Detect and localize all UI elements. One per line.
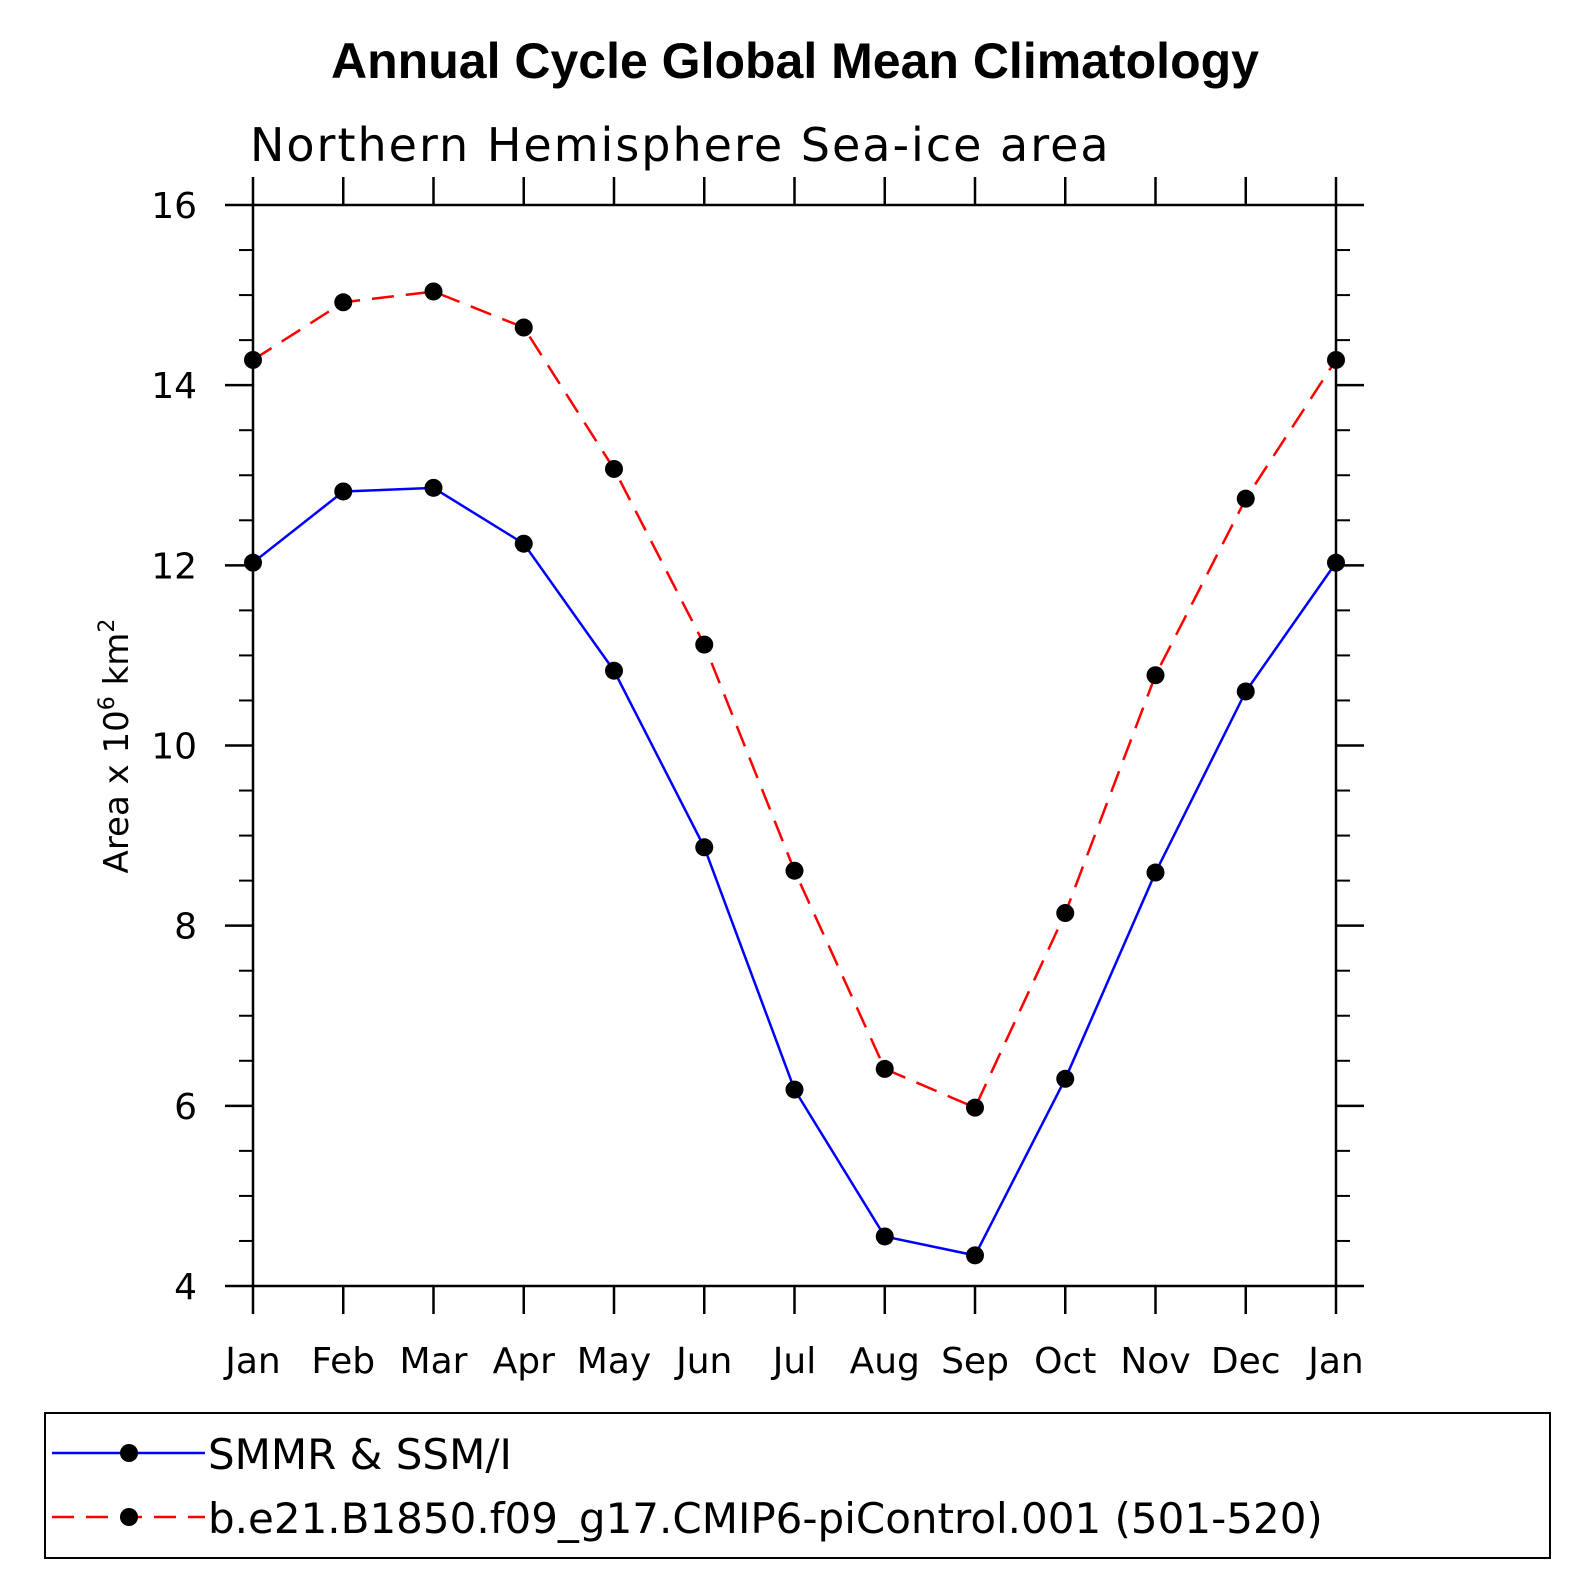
series-1-point — [695, 838, 714, 857]
x-tick-label: Aug — [850, 1341, 920, 1382]
series-2-point — [244, 350, 262, 369]
series-2-line — [252, 290, 1338, 1110]
x-tick-label: Jul — [771, 1341, 816, 1382]
y-tick-label: 8 — [174, 907, 197, 948]
x-tick-label: Jun — [674, 1341, 732, 1382]
series-2-point — [1236, 489, 1255, 508]
x-tick-label: Mar — [400, 1341, 468, 1382]
series-2-point — [424, 282, 443, 301]
x-tick-label: May — [577, 1341, 651, 1382]
y-axis-label-prefix: Area x 10 — [97, 710, 137, 873]
series-layer — [244, 282, 1345, 1265]
series-2-point — [334, 293, 353, 312]
y-tick-label: 10 — [151, 727, 197, 768]
series-2-point — [966, 1098, 984, 1117]
x-tick-label: Jan — [223, 1341, 281, 1382]
axis-ticks — [225, 177, 1364, 1314]
series-1-point — [334, 482, 353, 501]
y-tick-label: 4 — [174, 1267, 197, 1308]
legend-box — [44, 1412, 1551, 1559]
series-1-point — [514, 534, 533, 553]
series-2-point — [1056, 904, 1075, 923]
series-1-point — [1236, 682, 1255, 701]
chart-subtitle: Northern Hemisphere Sea-ice area — [250, 118, 1111, 172]
x-tick-label: Nov — [1120, 1341, 1190, 1382]
chart-title: Annual Cycle Global Mean Climatology — [331, 33, 1259, 89]
y-axis-label-unit-exp: 2 — [95, 619, 120, 633]
x-tick-label: Sep — [941, 1341, 1009, 1382]
y-tick-label: 14 — [151, 366, 197, 407]
legend-label-series-1: SMMR & SSM/I — [208, 1430, 512, 1479]
legend-marker-series-1 — [120, 1444, 138, 1462]
series-1-point — [605, 661, 623, 680]
series-1-point — [875, 1227, 894, 1246]
series-1-point — [785, 1080, 804, 1099]
series-2-point — [785, 861, 804, 880]
y-axis-label: Area x 106 km2 — [95, 619, 137, 874]
y-tick-label: 12 — [151, 546, 197, 587]
series-1-point — [1327, 553, 1345, 572]
series-2-point — [875, 1059, 894, 1078]
series-1-point — [1146, 863, 1165, 882]
series-1-point — [244, 553, 262, 572]
series-2-point — [1327, 350, 1345, 369]
y-tick-labels: 4 6 8 10 12 14 16 — [151, 186, 197, 1308]
x-tick-label: Dec — [1211, 1341, 1281, 1382]
series-2-point — [514, 318, 533, 337]
x-tick-label: Oct — [1034, 1341, 1096, 1382]
series-1-point — [1056, 1069, 1075, 1088]
legend-marker-series-2 — [120, 1508, 138, 1526]
series-2-point — [695, 635, 714, 654]
y-axis-label-unit: km — [97, 633, 137, 697]
plot-frame — [251, 203, 1338, 1288]
x-tick-label: Jan — [1306, 1341, 1364, 1382]
legend: SMMR & SSM/I b.e21.B1850.f09_g17.CMIP6-p… — [44, 1412, 1551, 1559]
x-tick-label: Feb — [311, 1341, 375, 1382]
x-tick-labels: Jan Feb Mar Apr May Jun Jul Aug Sep Oct Nov Dec Jan — [223, 1341, 1364, 1382]
y-axis-label-exp: 6 — [95, 696, 120, 710]
series-2-point — [605, 459, 623, 478]
series-1-point — [424, 478, 443, 497]
series-1-point — [966, 1246, 984, 1265]
series-2-point — [1146, 666, 1165, 685]
y-tick-label: 6 — [174, 1087, 197, 1128]
legend-label-series-2: b.e21.B1850.f09_g17.CMIP6-piControl.001 … — [208, 1494, 1323, 1543]
x-tick-label: Apr — [493, 1341, 555, 1382]
y-tick-label: 16 — [151, 186, 197, 227]
